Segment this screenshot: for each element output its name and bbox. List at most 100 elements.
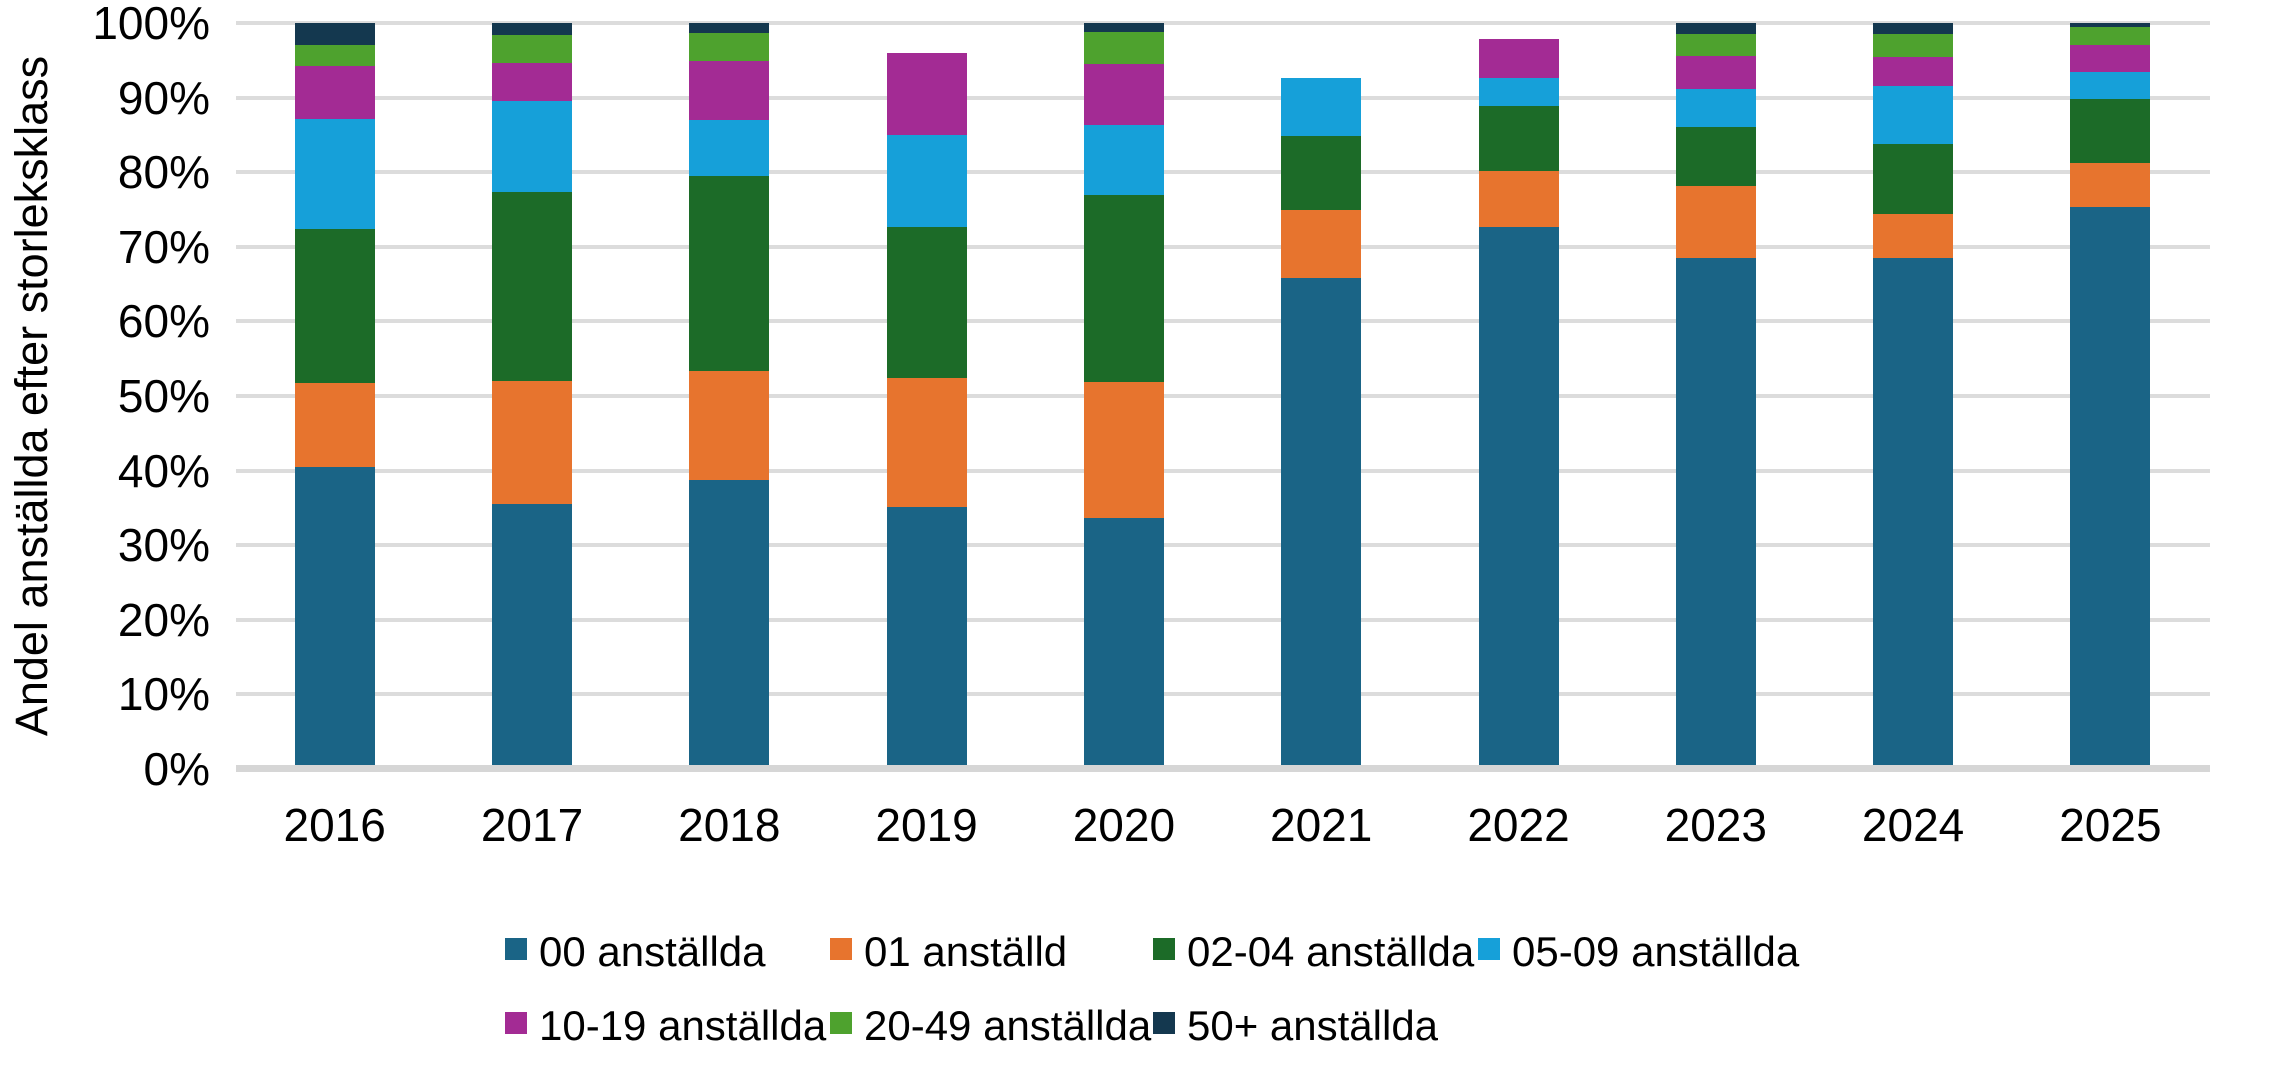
bar-segment-2017-01 anställd — [492, 381, 572, 505]
legend-swatch-icon — [1153, 1012, 1175, 1034]
bar-segment-2019-00 anställda — [886, 507, 967, 769]
x-tick-label-2016: 2016 — [283, 799, 386, 851]
bar-segment-2017-02-04 anställda — [492, 191, 572, 382]
bar-segment-2025-01 anställd — [2070, 163, 2151, 208]
bar-group-2016 — [294, 23, 375, 769]
bar-segment-2023-01 anställd — [1675, 186, 1756, 258]
bar-segment-2017-10-19 anställda — [492, 63, 572, 101]
bar-segment-2020-02-04 anställda — [1083, 194, 1164, 382]
legend-item-20-49 anställda: 20-49 anställda — [830, 1003, 1151, 1049]
gridline-40 — [236, 468, 2210, 473]
bar-segment-2022-00 anställda — [1478, 226, 1559, 769]
bar-segment-2016-01 anställd — [294, 383, 375, 467]
bar-segment-2018-50+ anställda — [689, 23, 770, 34]
legend-swatch-icon — [505, 938, 527, 960]
bar-group-2021 — [1281, 23, 1362, 769]
bar-segment-2017-05-09 anställda — [492, 100, 572, 192]
legend-item-01 anställd: 01 anställd — [830, 929, 1067, 975]
gridline-20 — [236, 617, 2210, 622]
legend-swatch-icon — [830, 1012, 852, 1034]
bar-segment-2019-05-09 anställda — [886, 134, 967, 228]
gridline-30 — [236, 543, 2210, 548]
y-tick-label-40: 40% — [117, 444, 210, 497]
bar-segment-2016-20-49 anställda — [294, 44, 375, 66]
bar-segment-2020-00 anställda — [1083, 518, 1164, 769]
bar-segment-2024-00 anställda — [1873, 258, 1954, 769]
x-tick-label-2021: 2021 — [1270, 799, 1373, 851]
gridline-50 — [236, 394, 2210, 398]
y-tick-label-30: 30% — [117, 519, 210, 572]
bar-segment-2021-01 anställd — [1281, 210, 1362, 279]
bar-segment-2022-10-19 anställda — [1478, 38, 1559, 79]
bar-segment-2025-10-19 anställda — [2070, 45, 2151, 72]
bar-segment-2018-10-19 anställda — [689, 61, 770, 120]
legend-swatch-icon — [830, 938, 852, 960]
legend-label: 01 anställd — [864, 928, 1068, 975]
bar-group-2020 — [1083, 23, 1164, 769]
bar-segment-2022-02-04 anställda — [1478, 105, 1559, 171]
legend-label: 05-09 anställda — [1512, 928, 1800, 975]
gridline-70 — [236, 244, 2210, 249]
bar-segment-2018-01 anställd — [689, 370, 770, 480]
y-tick-label-10: 10% — [117, 668, 210, 721]
bar-segment-2024-02-04 anställda — [1873, 143, 1954, 214]
gridline-90 — [236, 95, 2210, 100]
legend-item-05-09 anställda: 05-09 anställda — [1478, 929, 1799, 975]
x-tick-label-2022: 2022 — [1467, 799, 1570, 851]
legend-label: 10-19 anställda — [539, 1002, 827, 1049]
y-tick-label-80: 80% — [117, 146, 210, 199]
bar-segment-2016-10-19 anställda — [294, 65, 375, 120]
x-axis-line — [236, 765, 2210, 772]
x-tick-label-2019: 2019 — [875, 799, 978, 851]
bar-group-2019 — [886, 23, 967, 769]
bar-segment-2019-01 anställd — [886, 378, 967, 508]
legend-item-00 anställda: 00 anställda — [505, 929, 766, 975]
bar-segment-2025-50+ anställda — [2070, 23, 2151, 27]
x-tick-label-2024: 2024 — [1861, 799, 1965, 851]
bar-group-2023 — [1675, 23, 1756, 769]
bar-segment-2022-05-09 anställda — [1478, 78, 1559, 106]
bar-segment-2017-20-49 anställda — [492, 34, 572, 64]
bar-segment-2024-50+ anställda — [1873, 23, 1954, 35]
bar-segment-2023-05-09 anställda — [1675, 88, 1756, 128]
plot-area — [236, 21, 2210, 772]
bar-segment-2024-01 anställd — [1873, 214, 1954, 258]
y-tick-label-60: 60% — [117, 295, 210, 348]
x-tick-label-2020: 2020 — [1072, 799, 1176, 851]
x-tick-label-2023: 2023 — [1664, 799, 1767, 851]
legend-item-50+ anställda: 50+ anställda — [1153, 1003, 1438, 1049]
bar-group-2017 — [492, 23, 572, 769]
y-tick-label-20: 20% — [117, 593, 210, 646]
bar-segment-2024-20-49 anställda — [1873, 34, 1954, 58]
gridline-80 — [236, 170, 2210, 175]
bar-segment-2018-00 anställda — [689, 479, 770, 769]
bar-segment-2021-05-09 anställda — [1281, 78, 1362, 137]
bar-segment-2023-20-49 anställda — [1675, 34, 1756, 56]
legend-swatch-icon — [1478, 938, 1500, 960]
bar-segment-2023-02-04 anställda — [1675, 127, 1756, 187]
bar-group-2018 — [689, 23, 770, 769]
bar-segment-2023-00 anställda — [1675, 258, 1756, 769]
bar-group-2022 — [1478, 23, 1559, 769]
x-tick-label-2017: 2017 — [480, 799, 584, 851]
bar-segment-2025-20-49 anställda — [2070, 26, 2151, 46]
bar-segment-2022-01 anställd — [1478, 170, 1559, 227]
bar-segment-2017-00 anställda — [492, 504, 572, 769]
bar-segment-2020-10-19 anställda — [1083, 64, 1164, 126]
bar-segment-2018-05-09 anställda — [689, 120, 770, 176]
bar-segment-2021-00 anställda — [1281, 278, 1362, 769]
y-tick-label-100: 100% — [92, 0, 210, 49]
bar-segment-2025-00 anställda — [2070, 207, 2151, 769]
bar-segment-2016-02-04 anställda — [294, 228, 375, 384]
legend-label: 00 anställda — [539, 928, 766, 975]
bar-segment-2020-05-09 anställda — [1083, 125, 1164, 195]
bar-segment-2020-01 anställd — [1083, 381, 1164, 519]
bar-group-2024 — [1873, 23, 1954, 769]
bar-segment-2017-50+ anställda — [492, 23, 572, 35]
bar-group-2025 — [2070, 23, 2151, 769]
bar-segment-2019-10-19 anställda — [886, 52, 967, 135]
y-tick-label-90: 90% — [117, 71, 210, 124]
bar-segment-2019-02-04 anställda — [886, 227, 967, 379]
bar-segment-2020-50+ anställda — [1083, 23, 1164, 32]
